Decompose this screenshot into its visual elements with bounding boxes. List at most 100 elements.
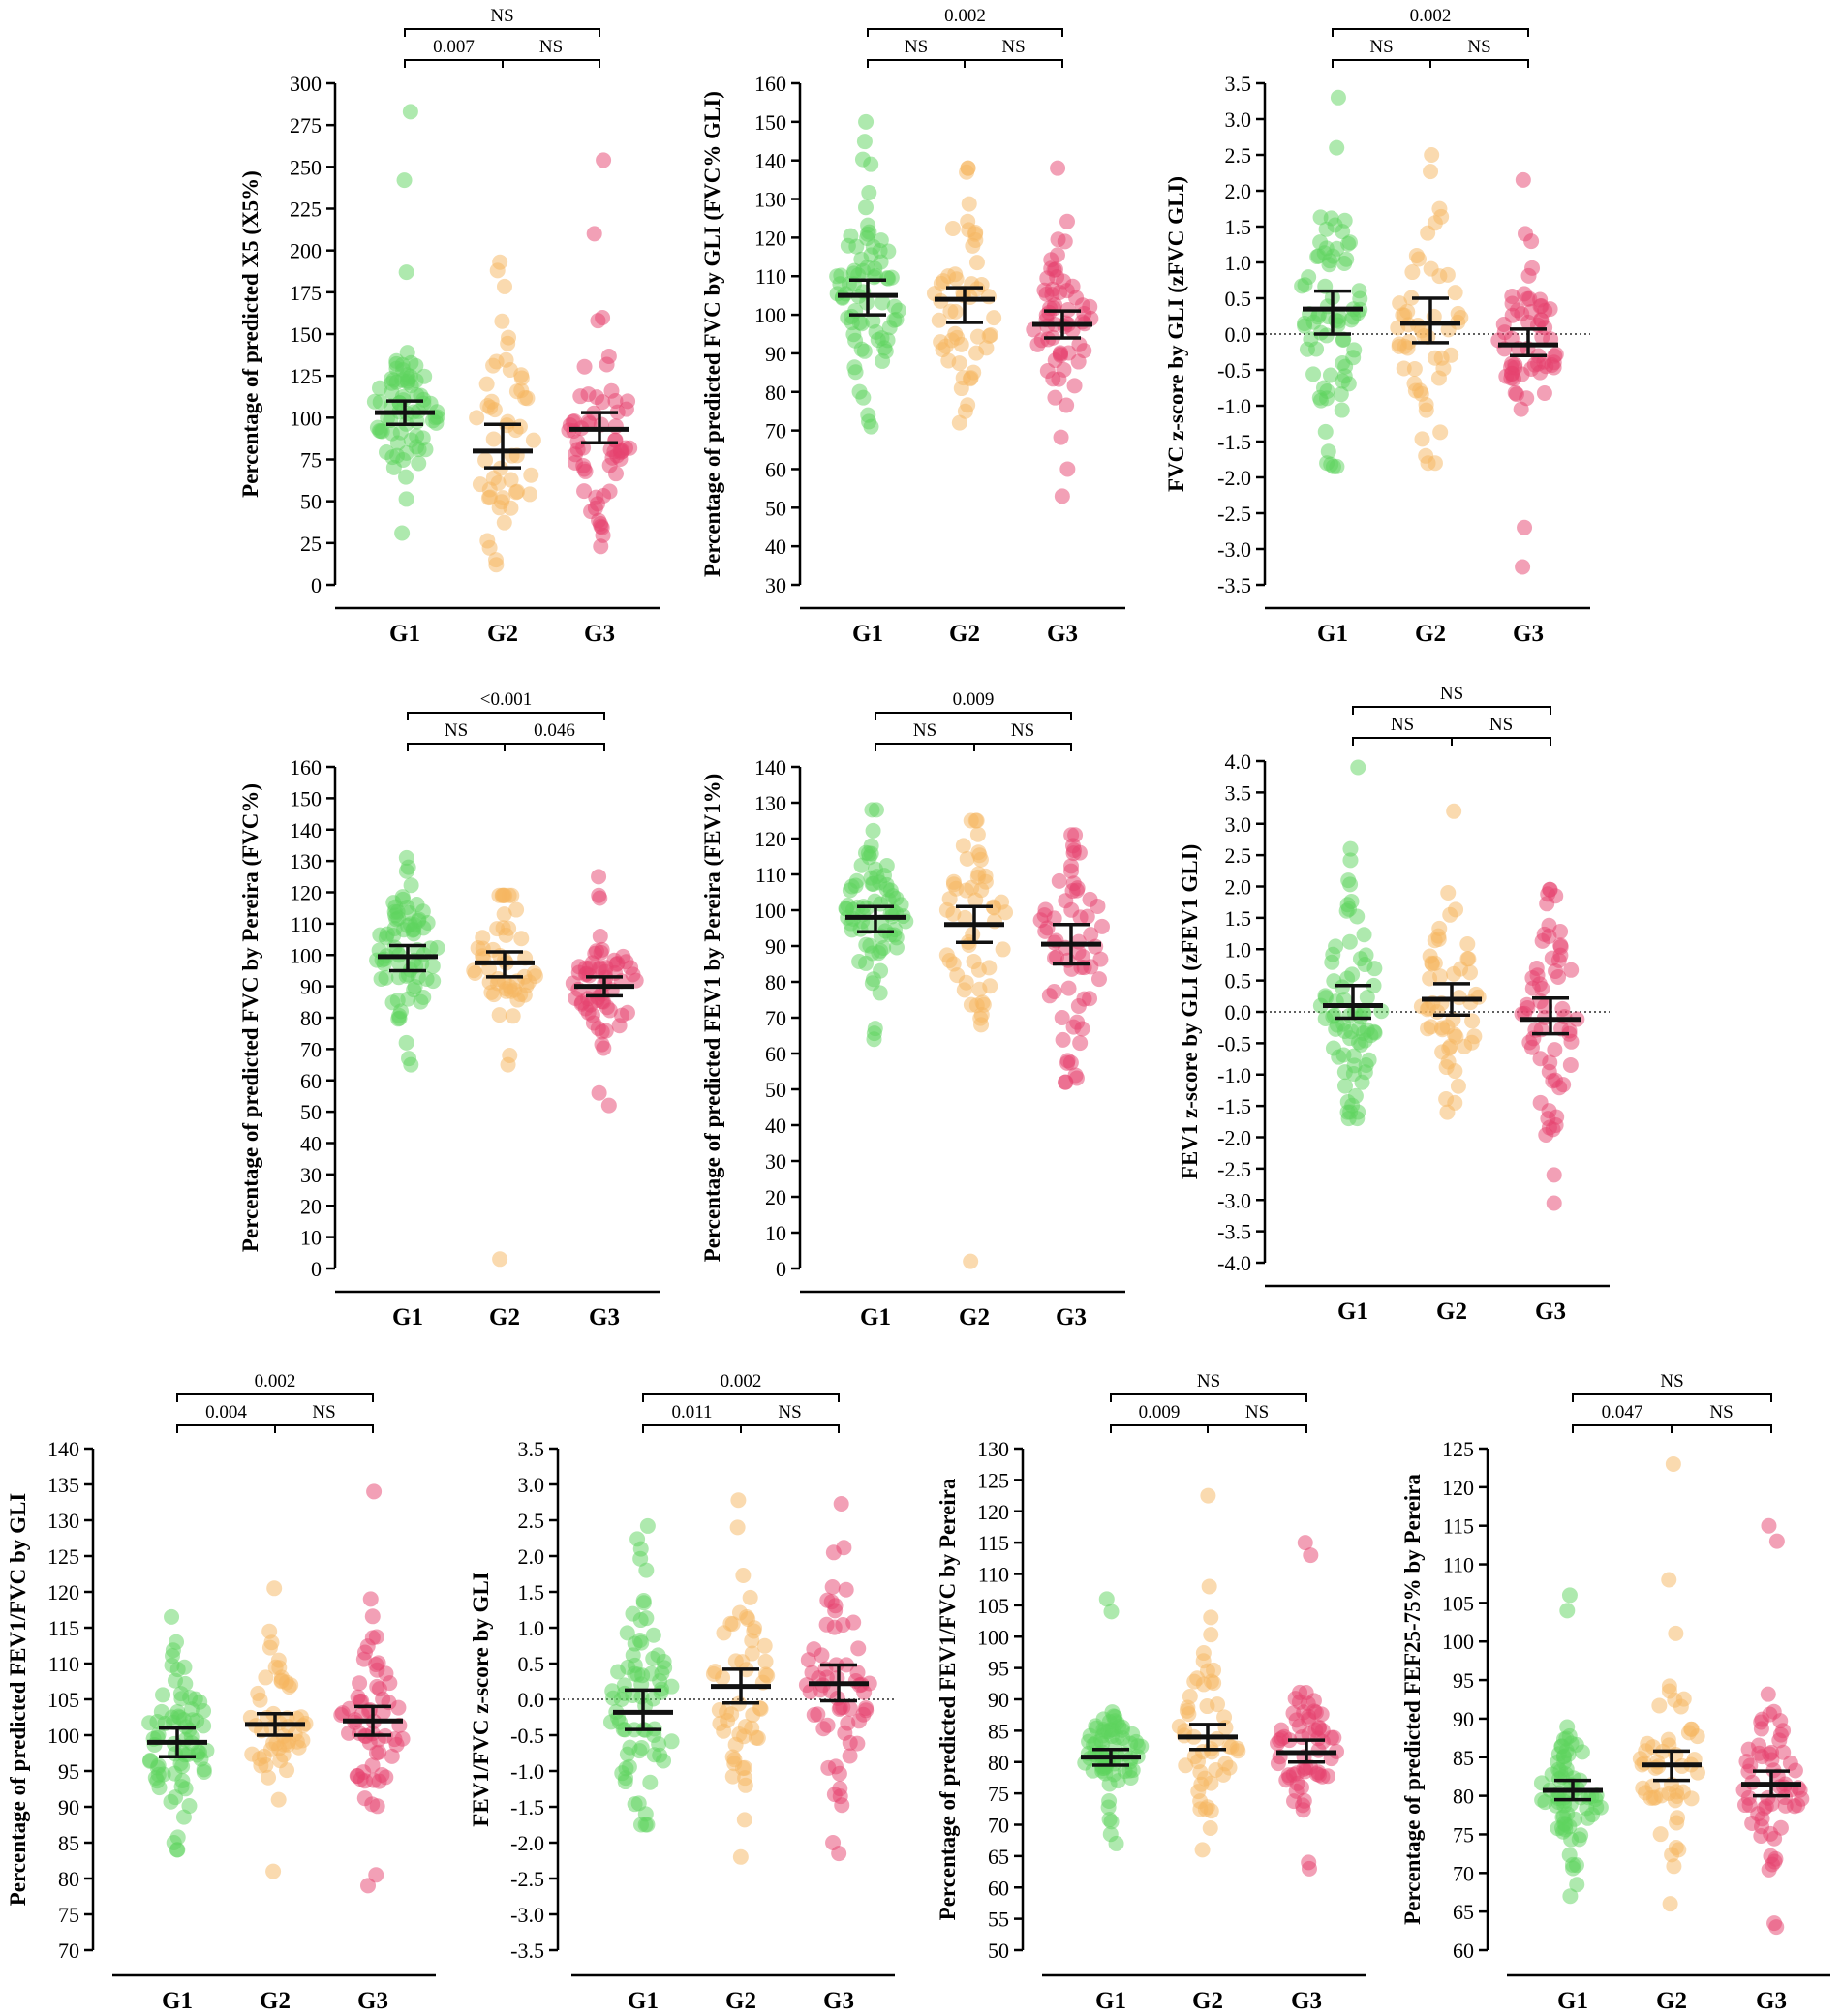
- data-point-g1: [406, 926, 422, 942]
- y-tick-label: -3.5: [1217, 1220, 1251, 1244]
- y-tick-label: 0.0: [1225, 322, 1252, 347]
- y-tick-label: -2.0: [1217, 466, 1251, 490]
- y-tick-label: 70: [58, 1939, 79, 1963]
- data-point-g3: [806, 1707, 822, 1724]
- data-point-g2: [250, 1685, 266, 1701]
- bracket-label-g1-g3: <0.001: [480, 689, 532, 710]
- data-point-g2: [1403, 290, 1420, 306]
- data-point-g2: [737, 1777, 753, 1793]
- data-point-g2: [1443, 347, 1459, 363]
- y-tick-label: 160: [754, 72, 786, 96]
- y-tick-label: 110: [291, 912, 322, 936]
- data-point-g2: [964, 879, 980, 896]
- y-tick-label: 70: [1453, 1861, 1474, 1885]
- data-point-g3: [595, 394, 611, 411]
- data-point-g1: [164, 1608, 180, 1625]
- data-point-g2: [1427, 215, 1443, 231]
- data-point-g1: [429, 404, 445, 420]
- data-point-g2: [1216, 1709, 1233, 1726]
- y-tick-label: 140: [754, 755, 786, 779]
- data-point-g1: [654, 1681, 670, 1697]
- data-point-g2: [961, 222, 977, 238]
- data-point-g1: [888, 890, 905, 906]
- data-point-g1: [620, 1659, 636, 1675]
- data-point-g2: [712, 1715, 728, 1731]
- data-point-g2: [485, 357, 502, 374]
- data-point-g1: [1534, 1791, 1550, 1808]
- data-point-g1: [1345, 1048, 1362, 1064]
- y-tick-label: 95: [1453, 1668, 1474, 1693]
- bracket-label-g1-g2: 0.011: [671, 1402, 712, 1422]
- y-tick-label: -2.5: [1217, 502, 1251, 526]
- data-point-g1: [865, 822, 881, 839]
- data-point-g1: [1336, 1078, 1353, 1094]
- y-tick-label: 150: [290, 322, 322, 347]
- data-point-g2: [731, 1604, 748, 1621]
- data-point-g1: [865, 875, 881, 892]
- y-tick-label: 85: [988, 1719, 1009, 1743]
- data-point-g3: [1495, 316, 1512, 332]
- data-point-g2: [969, 328, 986, 345]
- y-tick-label: 140: [290, 818, 322, 842]
- data-point-g3: [1093, 918, 1110, 934]
- data-point-g2: [261, 1639, 278, 1656]
- data-point-g1: [1324, 954, 1340, 970]
- data-point-g3: [1787, 1762, 1803, 1779]
- y-tick-label: 130: [754, 791, 786, 815]
- y-tick-label: 1.5: [518, 1580, 545, 1604]
- y-tick-label: 3.0: [1225, 812, 1252, 837]
- data-point-g1: [1564, 1856, 1581, 1873]
- data-point-g2: [951, 355, 967, 372]
- data-point-g2: [1186, 1673, 1203, 1690]
- data-point-g3: [601, 1002, 618, 1019]
- data-point-g1: [378, 444, 394, 461]
- data-point-g2: [1689, 1728, 1705, 1745]
- data-point-g1: [645, 1627, 661, 1643]
- data-point-g2: [967, 812, 984, 829]
- data-point-g1: [408, 373, 424, 389]
- data-point-g2: [496, 906, 512, 923]
- data-point-g2: [268, 1735, 285, 1752]
- data-point-g2: [1661, 1572, 1677, 1588]
- data-point-g2: [1423, 164, 1439, 180]
- data-point-g1: [1353, 1036, 1369, 1053]
- data-point-g2: [483, 393, 500, 410]
- y-tick-label: 75: [1453, 1822, 1474, 1847]
- x-group-label: G1: [852, 621, 883, 647]
- data-point-g1: [1338, 902, 1355, 919]
- data-point-g3: [1073, 959, 1090, 975]
- data-point-g3: [1763, 1848, 1779, 1864]
- data-point-g2: [487, 552, 504, 568]
- data-point-g1: [422, 940, 439, 957]
- data-point-g2: [1206, 1662, 1222, 1678]
- bracket-label-g1-g2: NS: [905, 37, 928, 57]
- data-point-g1: [1312, 234, 1329, 251]
- data-point-g2: [1651, 1697, 1668, 1714]
- data-point-g2: [1671, 1842, 1687, 1858]
- data-point-g3: [1079, 908, 1095, 925]
- data-point-g2: [475, 930, 491, 946]
- panel-2: 30 40 50 60 70 80 90 100 110 120 130 140 150 160 Perce…: [700, 6, 1125, 647]
- data-point-g1: [643, 1665, 660, 1682]
- data-point-g2: [478, 376, 495, 392]
- data-point-g3: [369, 1798, 385, 1815]
- data-point-g3: [1548, 962, 1564, 979]
- data-point-g2: [489, 262, 506, 279]
- data-point-g1: [400, 859, 416, 875]
- data-point-g1: [196, 1703, 212, 1720]
- data-point-g3: [1544, 950, 1560, 966]
- data-point-g2: [469, 410, 485, 426]
- data-point-g3: [577, 966, 594, 983]
- y-tick-label: 0: [311, 573, 322, 597]
- data-point-g1: [394, 525, 411, 541]
- y-tick-label: 80: [765, 970, 786, 994]
- data-point-g3: [1083, 927, 1099, 943]
- y-tick-label: 90: [1453, 1707, 1474, 1731]
- y-tick-label: 120: [1442, 1476, 1474, 1500]
- data-point-g1: [385, 459, 402, 475]
- data-point-g3: [1059, 213, 1075, 229]
- y-tick-label: 140: [47, 1437, 79, 1461]
- data-point-g2: [1223, 1739, 1240, 1756]
- data-point-g2: [503, 472, 519, 488]
- panel-10: 60 65 70 75 80 85 90 95 100 105 110 115 120 125 Percen…: [1400, 1371, 1830, 2014]
